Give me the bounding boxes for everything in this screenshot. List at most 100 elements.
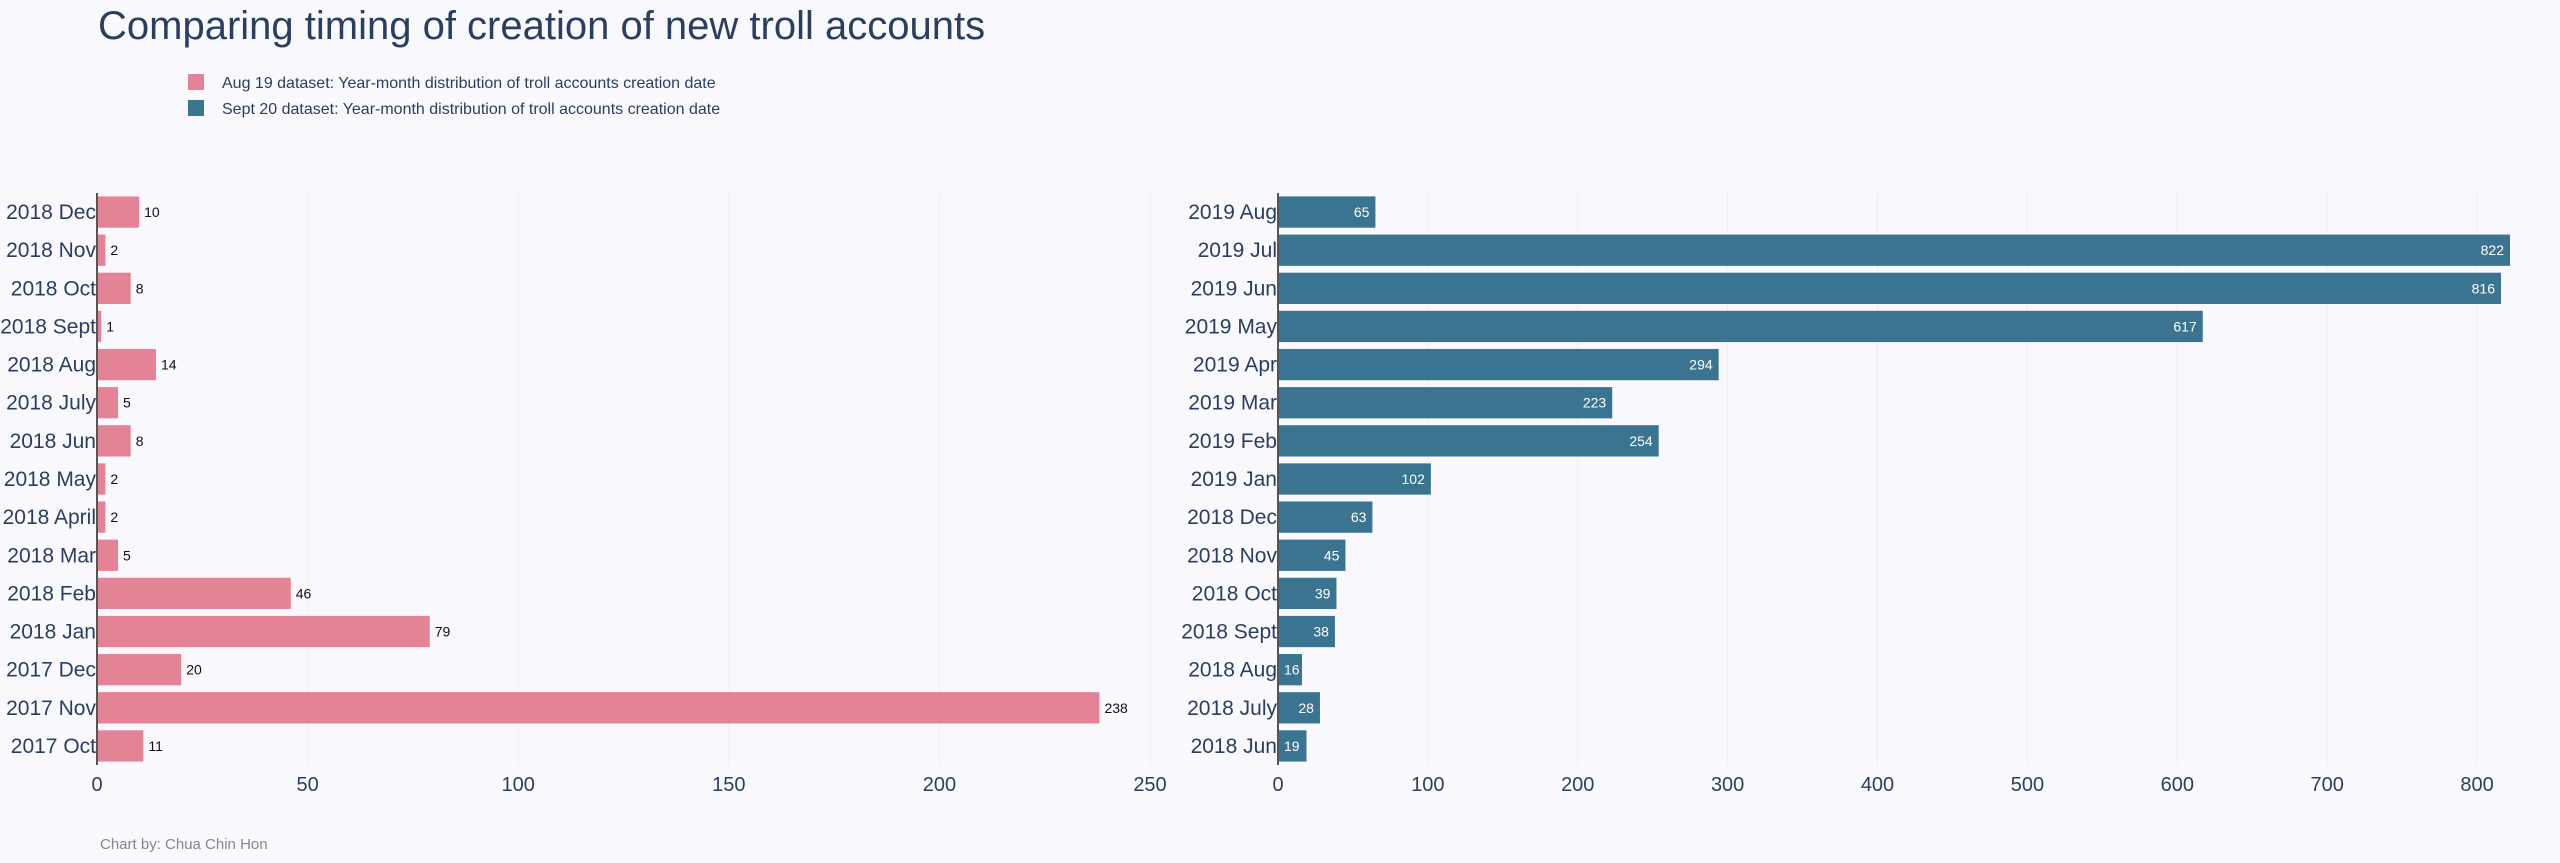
data-label: 8 — [136, 280, 144, 296]
x-tick-label: 50 — [296, 774, 318, 796]
bar — [97, 272, 131, 304]
y-category-label: 2017 Dec — [6, 659, 96, 682]
y-category-label: 2018 Dec — [1187, 506, 1277, 529]
bar — [1278, 692, 1320, 724]
data-label: 28 — [1298, 700, 1314, 716]
bar — [1278, 615, 1335, 648]
y-category-label: 2018 Aug — [7, 354, 96, 377]
bar — [1278, 196, 1376, 228]
y-category-label: 2018 Mar — [7, 544, 96, 567]
data-label: 45 — [1324, 547, 1340, 563]
data-label: 822 — [2481, 242, 2505, 258]
bar — [1278, 234, 2510, 266]
x-tick-label: 150 — [712, 774, 745, 796]
bar — [1278, 387, 1613, 419]
bar — [97, 348, 156, 381]
bar — [1278, 310, 2203, 343]
x-tick-label: 200 — [1561, 774, 1594, 796]
data-label: 816 — [2472, 280, 2496, 296]
x-tick-label: 200 — [923, 774, 956, 796]
x-tick-label: 800 — [2460, 774, 2493, 796]
y-category-label: 2019 Jun — [1191, 277, 1277, 300]
bar — [97, 539, 119, 571]
y-category-label: 2017 Oct — [11, 735, 96, 758]
data-label: 11 — [148, 738, 163, 754]
bar — [1278, 425, 1659, 457]
y-category-label: 2018 April — [3, 506, 96, 529]
data-label: 46 — [296, 585, 312, 601]
bar — [97, 310, 102, 343]
chart-title: Comparing timing of creation of new trol… — [98, 4, 986, 48]
x-tick-label: 400 — [1861, 774, 1894, 796]
y-category-label: 2017 Nov — [6, 697, 96, 720]
bar — [97, 692, 1100, 724]
data-label: 5 — [123, 395, 131, 411]
x-tick-label: 0 — [91, 774, 102, 796]
data-label: 63 — [1351, 509, 1367, 525]
bar — [1278, 348, 1719, 381]
bar — [97, 577, 291, 610]
bar — [97, 615, 430, 648]
bar — [1278, 539, 1346, 571]
bar — [1278, 501, 1373, 533]
bar — [97, 234, 106, 266]
data-label: 16 — [1284, 662, 1300, 678]
y-category-label: 2018 Jun — [1191, 735, 1277, 758]
bar — [1278, 730, 1307, 762]
x-tick-label: 500 — [2011, 774, 2044, 796]
legend-swatch-aug19 — [188, 74, 204, 90]
y-category-label: 2018 July — [1187, 697, 1277, 720]
y-category-label: 2019 May — [1185, 315, 1278, 338]
x-tick-label: 300 — [1711, 774, 1744, 796]
data-label: 223 — [1583, 395, 1607, 411]
y-category-label: 2018 Aug — [1188, 659, 1277, 682]
data-label: 1 — [106, 318, 114, 334]
legend-label-aug19: Aug 19 dataset: Year-month distribution … — [222, 75, 716, 92]
y-category-label: 2018 Sept — [1181, 621, 1277, 644]
bar — [97, 501, 106, 533]
bar — [1278, 577, 1337, 610]
data-label: 10 — [144, 204, 160, 220]
bar — [97, 463, 106, 495]
y-category-label: 2018 Nov — [6, 239, 96, 262]
data-label: 294 — [1689, 357, 1713, 373]
y-category-label: 2019 Jan — [1191, 468, 1277, 491]
y-category-label: 2018 May — [4, 468, 97, 491]
x-tick-label: 600 — [2161, 774, 2194, 796]
bar — [97, 387, 119, 419]
data-label: 39 — [1315, 585, 1331, 601]
y-category-label: 2018 Jan — [10, 621, 96, 644]
y-category-label: 2018 Oct — [1192, 582, 1277, 605]
y-category-label: 2018 Sept — [0, 315, 96, 338]
y-category-label: 2018 Nov — [1187, 544, 1277, 567]
chart-credit: Chart by: Chua Chin Hon — [100, 836, 268, 853]
bar — [97, 654, 182, 686]
y-category-label: 2018 July — [6, 392, 96, 415]
x-tick-label: 700 — [2310, 774, 2343, 796]
bar — [1278, 463, 1431, 495]
data-label: 2 — [110, 471, 118, 487]
data-label: 254 — [1629, 433, 1653, 449]
y-category-label: 2018 Jun — [10, 430, 96, 453]
data-label: 20 — [186, 662, 202, 678]
data-label: 2 — [110, 242, 118, 258]
y-category-label: 2018 Feb — [7, 582, 96, 605]
data-label: 238 — [1104, 700, 1128, 716]
bar — [1278, 272, 2502, 304]
data-label: 5 — [123, 547, 131, 563]
data-label: 38 — [1313, 624, 1329, 640]
x-tick-label: 100 — [502, 774, 535, 796]
legend-label-sept20: Sept 20 dataset: Year-month distribution… — [222, 101, 721, 118]
y-category-label: 2018 Oct — [11, 277, 96, 300]
y-category-label: 2019 Mar — [1188, 392, 1277, 415]
y-category-label: 2019 Aug — [1188, 201, 1277, 224]
y-category-label: 2019 Jul — [1198, 239, 1277, 262]
x-tick-label: 250 — [1133, 774, 1166, 796]
data-label: 79 — [435, 624, 451, 640]
bar — [1278, 654, 1302, 686]
data-label: 102 — [1402, 471, 1426, 487]
data-label: 2 — [110, 509, 118, 525]
data-label: 617 — [2173, 318, 2197, 334]
data-label: 14 — [161, 357, 177, 373]
